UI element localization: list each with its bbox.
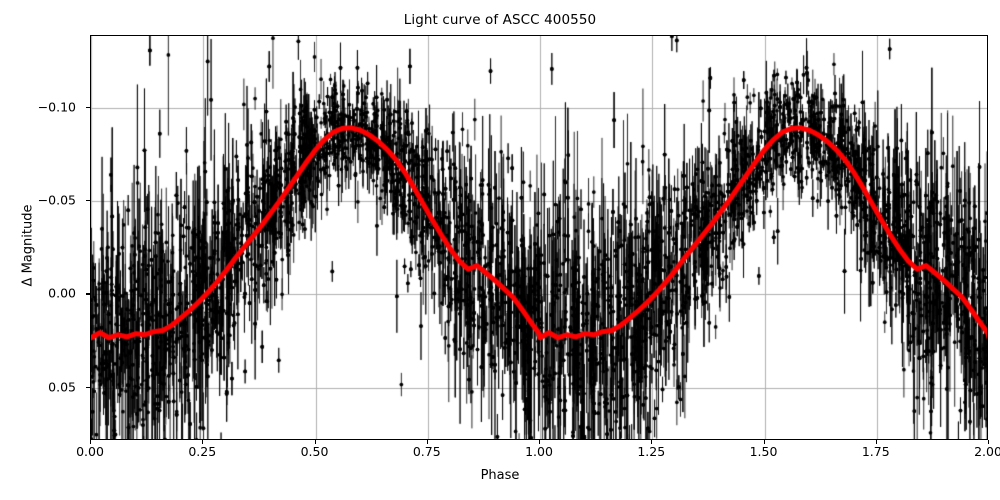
x-tick-mark bbox=[426, 440, 428, 444]
y-tick-mark bbox=[86, 106, 90, 108]
x-tick-label: 1.50 bbox=[749, 444, 778, 459]
x-tick-mark bbox=[539, 440, 541, 444]
x-tick-label: 1.25 bbox=[637, 444, 666, 459]
x-tick-label: 1.75 bbox=[861, 444, 890, 459]
y-tick-label: −0.10 bbox=[37, 99, 76, 115]
x-axis-label: Phase bbox=[480, 468, 520, 483]
x-tick-label: 2.00 bbox=[974, 444, 1000, 459]
page-title: Light curve of ASCC 400550 bbox=[403, 12, 597, 28]
y-tick-label: 0.05 bbox=[48, 379, 76, 395]
y-tick-mark bbox=[86, 293, 90, 295]
x-tick-label: 0.25 bbox=[188, 444, 217, 459]
y-axis-label: Δ Magnitude bbox=[20, 204, 36, 287]
x-tick-mark bbox=[875, 440, 877, 444]
x-tick-mark bbox=[763, 440, 765, 444]
x-tick-mark bbox=[988, 440, 990, 444]
x-tick-mark bbox=[651, 440, 653, 444]
x-tick-label: 1.00 bbox=[525, 444, 553, 459]
x-tick-mark bbox=[202, 440, 204, 444]
y-tick-label: −0.05 bbox=[37, 192, 76, 208]
y-tick-label: 0.00 bbox=[48, 285, 76, 301]
x-tick-mark bbox=[90, 440, 92, 444]
y-tick-mark bbox=[86, 200, 90, 202]
x-tick-mark bbox=[314, 440, 316, 444]
plot-area bbox=[90, 35, 988, 440]
x-tick-label: 0.50 bbox=[300, 444, 329, 459]
light-curve-plot-canvas bbox=[91, 36, 987, 439]
y-tick-mark bbox=[86, 386, 90, 388]
x-tick-label: 0.00 bbox=[76, 444, 104, 459]
x-tick-label: 0.75 bbox=[412, 444, 441, 459]
